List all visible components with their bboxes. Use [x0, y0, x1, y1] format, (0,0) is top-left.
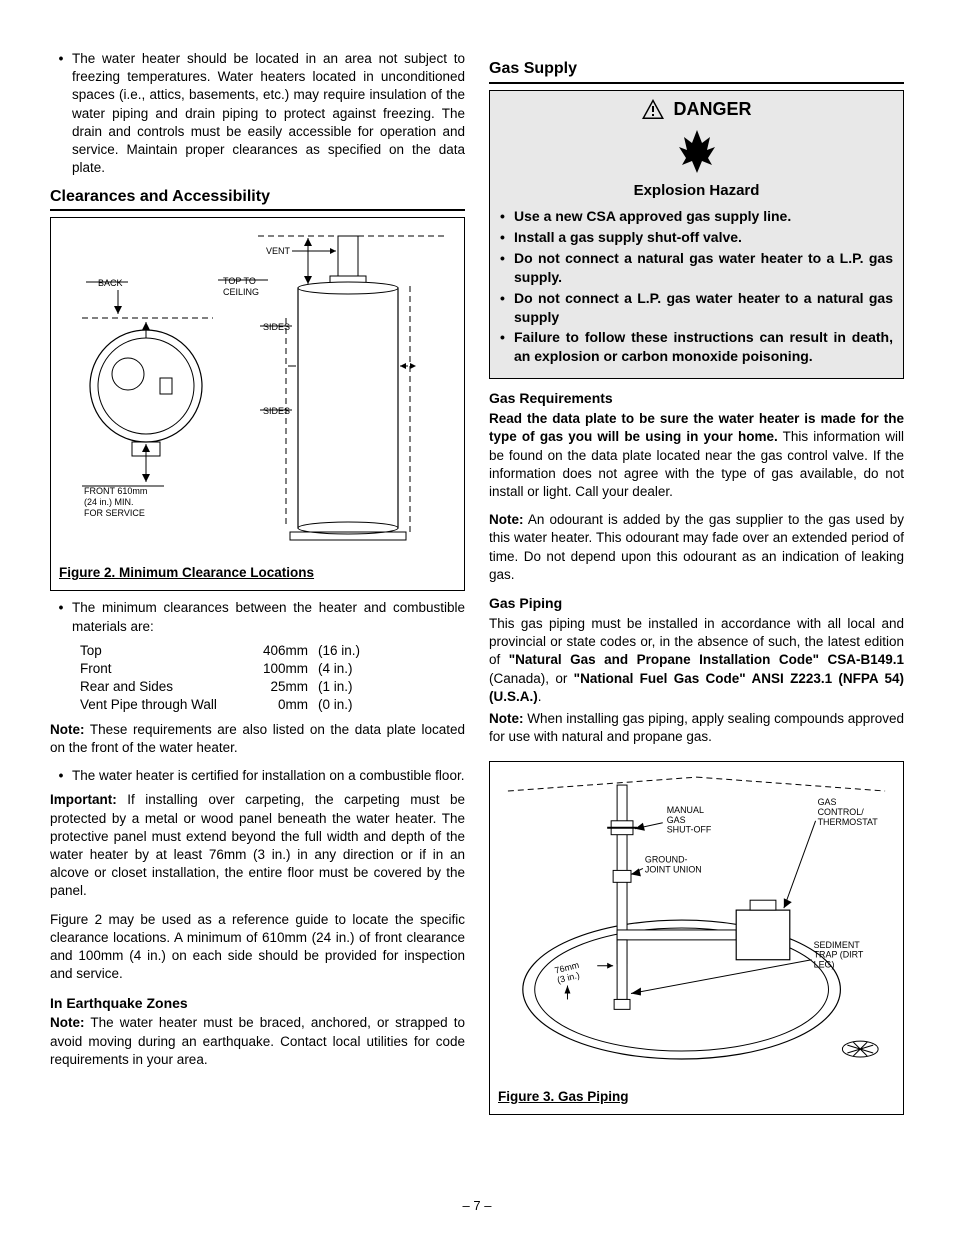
clearances-heading: Clearances and Accessibility: [50, 186, 465, 212]
figure-3-diagram: 76mm(3 in.) MANUALGASSHUT-OFF GROUND-JOI…: [498, 770, 895, 1080]
table-row: Vent Pipe through Wall0mm(0 in.): [80, 696, 465, 714]
clearance-table: Top406mm(16 in.) Front100mm(4 in.) Rear …: [80, 642, 465, 715]
figure2-reference: Figure 2 may be used as a reference guid…: [50, 911, 465, 984]
bullet-dot-icon: •: [50, 50, 72, 178]
gas-piping-sealing-note: Note: When installing gas piping, apply …: [489, 710, 904, 746]
page-number: – 7 –: [0, 1197, 954, 1215]
floor-bullet: • The water heater is certified for inst…: [50, 767, 465, 785]
figure-3-box: 76mm(3 in.) MANUALGASSHUT-OFF GROUND-JOI…: [489, 761, 904, 1115]
min-clearance-bullet: • The minimum clearances between the hea…: [50, 599, 465, 635]
danger-header: DANGER: [500, 97, 893, 121]
fig3-dim-label: 76mm(3 in.): [554, 959, 583, 984]
figure-2-diagram: VENT BACK TOP TOCEILING: [59, 226, 456, 556]
list-item: •Failure to follow these instructions ca…: [500, 328, 893, 366]
list-item: •Do not connect a natural gas water heat…: [500, 249, 893, 287]
gas-piping-heading: Gas Piping: [489, 594, 904, 613]
earthquake-heading: In Earthquake Zones: [50, 994, 465, 1013]
odourant-note: Note: An odourant is added by the gas su…: [489, 511, 904, 584]
important-carpet: Important: If installing over carpeting,…: [50, 791, 465, 900]
danger-title: DANGER: [673, 97, 751, 121]
fig3-sediment-label: SEDIMENTTRAP (DIRTLEG): [814, 939, 864, 969]
danger-subtitle: Explosion Hazard: [500, 181, 893, 201]
intro-bullet: • The water heater should be located in …: [50, 50, 465, 178]
figure-2-box: VENT BACK TOP TOCEILING: [50, 217, 465, 591]
warning-triangle-icon: [641, 98, 665, 120]
table-row: Front100mm(4 in.): [80, 660, 465, 678]
note-dataplate: Note: These requirements are also listed…: [50, 721, 465, 757]
gas-supply-heading: Gas Supply: [489, 58, 904, 84]
gas-requirements-heading: Gas Requirements: [489, 389, 904, 408]
fig2-back-label: BACK: [98, 278, 123, 288]
fire-icon: [672, 125, 722, 175]
list-item: •Use a new CSA approved gas supply line.: [500, 207, 893, 226]
fig3-shutoff-label: MANUALGASSHUT-OFF: [667, 804, 712, 834]
fig2-vent-label: VENT: [266, 246, 291, 256]
gas-piping-codes: This gas piping must be installed in acc…: [489, 615, 904, 706]
list-item: •Do not connect a L.P. gas water heater …: [500, 289, 893, 327]
gas-requirements-text: Read the data plate to be sure the water…: [489, 410, 904, 501]
table-row: Top406mm(16 in.): [80, 642, 465, 660]
fig2-top-ceiling-label: TOP TOCEILING: [223, 276, 259, 297]
left-column: • The water heater should be located in …: [50, 50, 465, 1123]
note-dataplate-text: These requirements are also listed on th…: [50, 722, 465, 755]
fig2-front-label: FRONT 610mm(24 in.) MIN.FOR SERVICE: [84, 486, 147, 518]
right-column: Gas Supply DANGER Explosion Hazard •Use …: [489, 50, 904, 1123]
min-clearance-text: The minimum clearances between the heate…: [72, 599, 465, 635]
list-item: •Install a gas supply shut-off valve.: [500, 228, 893, 247]
figure-3-caption: Figure 3. Gas Piping: [498, 1088, 895, 1106]
danger-box: DANGER Explosion Hazard •Use a new CSA a…: [489, 90, 904, 380]
danger-list: •Use a new CSA approved gas supply line.…: [500, 207, 893, 366]
fig3-union-label: GROUND-JOINT UNION: [645, 854, 702, 874]
figure-2-caption: Figure 2. Minimum Clearance Locations: [59, 564, 456, 582]
bullet-dot-icon: •: [50, 767, 72, 785]
floor-bullet-text: The water heater is certified for instal…: [72, 767, 465, 785]
bullet-dot-icon: •: [50, 599, 72, 635]
intro-bullet-text: The water heater should be located in an…: [72, 50, 465, 178]
earthquake-note: Note: The water heater must be braced, a…: [50, 1014, 465, 1069]
fig3-control-label: GASCONTROL/THERMOSTAT: [818, 796, 879, 826]
table-row: Rear and Sides25mm(1 in.): [80, 678, 465, 696]
